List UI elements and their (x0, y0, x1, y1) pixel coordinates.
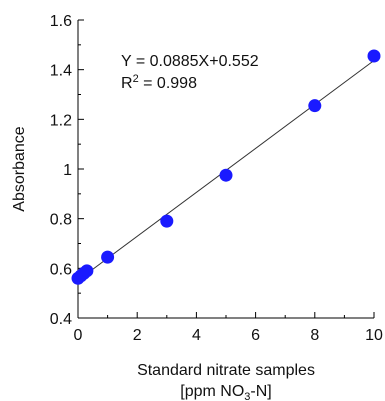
data-point (308, 99, 322, 113)
data-point (367, 49, 381, 63)
x-tick-label: 8 (310, 327, 319, 344)
y-axis-label: Absorbance (11, 126, 28, 211)
x-axis-label: Standard nitrate samples (137, 362, 315, 379)
x-tick-label: 0 (74, 327, 83, 344)
x-axis-unit-label: [ppm NO3-N] (180, 383, 271, 401)
y-tick-label: 1 (63, 162, 72, 179)
data-point (80, 264, 94, 278)
data-points (71, 49, 381, 285)
y-tick-label: 0.4 (50, 311, 72, 328)
r-squared-label: R2 = 0.998 (121, 73, 197, 92)
x-tick-label: 2 (133, 327, 142, 344)
x-tick-label: 10 (365, 327, 383, 344)
y-tick-label: 0.6 (50, 261, 72, 278)
axes: 0 2 4 6 8 10 0.4 0.6 0.8 1 1.2 1.4 1.6 (50, 13, 383, 344)
y-tick-label: 1.2 (50, 112, 72, 129)
data-point (219, 168, 233, 182)
y-tick-label: 1.4 (50, 63, 72, 80)
x-tick-label: 4 (192, 327, 201, 344)
data-point (101, 250, 115, 264)
y-tick-label: 1.6 (50, 13, 72, 30)
equation-label: Y = 0.0885X+0.552 (121, 53, 259, 70)
y-tick-label: 0.8 (50, 212, 72, 229)
data-point (160, 214, 174, 228)
x-tick-label: 6 (251, 327, 260, 344)
